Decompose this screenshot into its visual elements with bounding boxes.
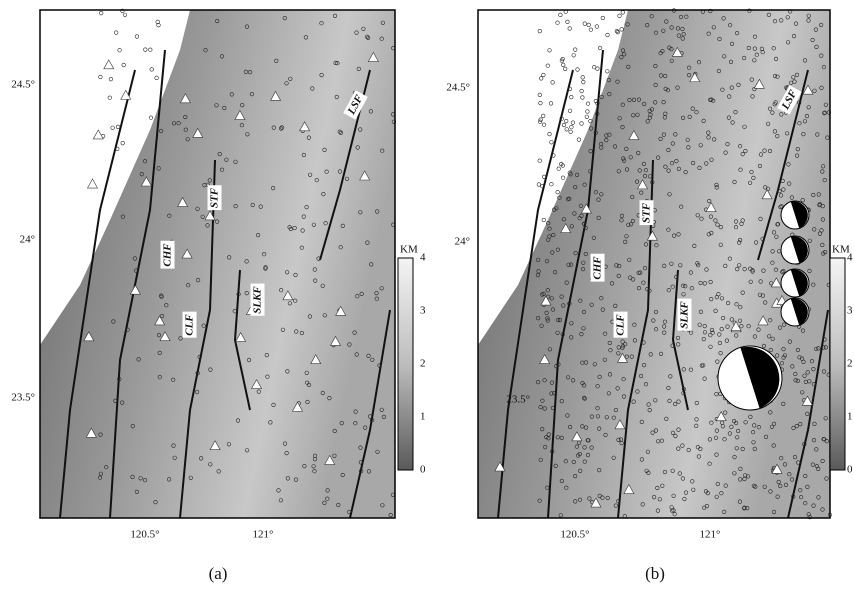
lon-label: 121° [253,529,274,541]
colorbar-label: 2 [420,358,426,370]
figure: 24.5°24°23.5°120.5°121°CHFCLFSTFSLKFLSFK… [0,0,854,594]
colorbar-label: 0 [420,464,426,476]
page: {"panels": [ {"caption": "(a)", "lat_lab… [0,0,854,594]
colorbar-label: 2 [847,358,853,370]
fault-tag: STF [208,185,222,210]
lat-label: 23.5° [506,394,530,406]
colorbar-label: 4 [420,252,426,264]
fault-label: STF [209,187,221,208]
lon-label: 120.5° [560,529,589,541]
fault-label: CHF [162,243,174,267]
fault-tag: CHF [161,241,175,269]
colorbar-label: 1 [847,411,853,423]
fault-tag: CLF [183,312,197,338]
lat-label: 24.5° [446,82,470,94]
fault-label: SLKF [679,301,691,329]
fault-label: CHF [592,256,604,280]
colorbar-label: 1 [420,411,426,423]
lat-label: 24° [20,234,35,246]
map-panel: 24.5°24°23.5°120.5°121°CHFCLFSTFSLKFLSFK… [446,9,853,583]
fault-label: STF [641,202,653,223]
colorbar-label: 3 [847,305,853,317]
lat-label: 24° [455,236,470,248]
fault-tag: CHF [591,254,605,282]
colorbar-label: 3 [420,305,426,317]
lat-label: 24.5° [11,79,35,91]
colorbar-label: 0 [847,464,853,476]
fault-label: CLF [184,314,196,336]
fault-label: CLF [615,314,627,336]
colorbar-title: KM [400,244,418,256]
panel-caption: (a) [209,564,228,583]
fault-tag: SLKF [678,299,692,331]
lat-label: 23.5° [11,392,35,404]
colorbar [398,258,413,470]
colorbar-label: 4 [847,252,853,264]
fault-tag: SLKF [251,284,265,316]
fault-label: SLKF [252,286,264,314]
panel-caption: (b) [645,564,665,583]
lon-label: 121° [700,529,721,541]
map-panel: 24.5°24°23.5°120.5°121°CHFCLFSTFSLKFLSFK… [11,9,426,583]
fault-tag: STF [640,200,654,225]
lon-label: 120.5° [130,529,159,541]
fault-tag: CLF [614,312,628,338]
colorbar [830,258,845,470]
